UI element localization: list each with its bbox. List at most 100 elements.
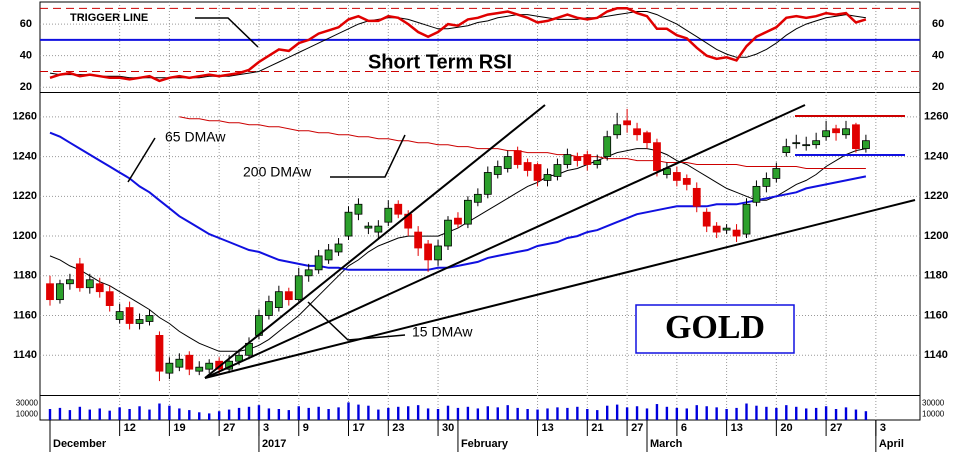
candle-body: [105, 291, 114, 306]
y-tick-label: 1180: [924, 270, 948, 282]
volume-bar: [526, 409, 529, 420]
volume-bar: [546, 408, 549, 420]
volume-bar: [566, 407, 569, 420]
volume-bar: [108, 410, 111, 420]
candle-body: [115, 311, 124, 320]
volume-bar: [48, 409, 52, 420]
candle-body: [384, 207, 393, 223]
candle-body: [772, 168, 781, 179]
candle-body: [434, 245, 442, 261]
candle-body: [692, 187, 701, 207]
trend-line: [204, 199, 916, 379]
annotation: 200 DMAw: [243, 164, 312, 180]
volume-bar: [635, 406, 639, 420]
volume-bar: [476, 408, 480, 420]
candle-body: [653, 142, 661, 171]
volume-bar: [586, 409, 589, 420]
candle-body: [235, 354, 243, 362]
volume-bar: [725, 409, 728, 420]
candle-body: [583, 154, 592, 165]
volume-bar: [785, 405, 788, 420]
volume-bar: [198, 412, 201, 420]
candle-body: [334, 243, 343, 253]
candle-body: [623, 120, 631, 126]
month-label: December: [53, 438, 107, 450]
candle-body: [553, 164, 562, 177]
volume-bar: [665, 406, 669, 420]
x-tick-label: 17: [353, 422, 365, 434]
volume-bar: [257, 405, 261, 420]
volume-bar: [814, 407, 818, 420]
volume-bar: [456, 407, 460, 420]
vol-tick-label: 10000: [922, 410, 945, 419]
x-tick-label: 21: [591, 422, 603, 434]
volume-bar: [824, 406, 828, 420]
month-label: March: [650, 438, 683, 450]
x-tick-label: 19: [173, 422, 185, 434]
volume-bar: [506, 405, 509, 420]
volume-bar: [576, 406, 579, 420]
candle-body: [145, 315, 154, 322]
volume-bar: [705, 406, 708, 420]
candle-body: [75, 263, 84, 289]
volume-bar: [606, 405, 609, 420]
candle-body: [792, 142, 801, 145]
candle-body: [633, 128, 641, 136]
candle-body: [473, 193, 482, 203]
leader: [330, 134, 406, 178]
volume-bar: [68, 410, 72, 420]
candle-body: [802, 144, 811, 147]
y-tick-label: 1220: [924, 190, 948, 202]
candle-body: [593, 160, 602, 165]
volume-bar: [347, 402, 350, 420]
candle-body: [842, 128, 850, 136]
volume-bar: [765, 406, 768, 420]
leader: [307, 301, 406, 341]
candle-body: [603, 136, 612, 157]
candle-body: [822, 130, 830, 138]
volume-bar: [128, 409, 131, 420]
vol-tick-label: 10000: [16, 410, 39, 419]
volume-bar: [377, 409, 380, 420]
x-tick-label: 27: [223, 422, 235, 434]
candle-body: [344, 211, 353, 237]
candle-body: [165, 362, 174, 374]
volume-bar: [715, 407, 718, 420]
month-label: February: [461, 438, 509, 450]
y-tick-label: 1140: [924, 349, 948, 361]
candle-body: [155, 334, 164, 372]
candle-body: [394, 203, 403, 215]
y-tick-label: 1260: [13, 111, 37, 123]
candle-body: [95, 283, 104, 293]
candle-body: [56, 283, 64, 301]
volume-bar: [834, 409, 838, 420]
y-tick-label: 1240: [13, 150, 37, 162]
candle-body: [294, 275, 303, 301]
volume-bar: [426, 408, 430, 420]
volume-bar: [556, 407, 559, 420]
volume-bar: [516, 407, 519, 420]
candle-body: [274, 291, 283, 308]
candle-body: [732, 229, 741, 237]
y-tick-label: 1160: [13, 309, 37, 321]
volume-bar: [795, 406, 798, 420]
volume-bar: [357, 404, 360, 420]
candle-body: [284, 291, 293, 301]
volume-bar: [645, 408, 649, 420]
candle-body: [523, 162, 532, 171]
candle-body: [135, 319, 144, 324]
volume-bar: [695, 405, 698, 420]
y-tick-label: 20: [932, 81, 944, 93]
x-tick-label: 13: [542, 422, 554, 434]
volume-bar: [596, 410, 599, 420]
volume-bar: [158, 403, 161, 420]
volume-bar: [775, 407, 778, 420]
candle-body: [185, 354, 194, 370]
candle-body: [414, 231, 423, 249]
vol-tick-label: 30000: [922, 399, 945, 408]
candle-body: [752, 185, 761, 203]
month-label: April: [879, 438, 904, 450]
volume-bar: [178, 408, 181, 420]
x-tick-label: 12: [124, 422, 136, 434]
